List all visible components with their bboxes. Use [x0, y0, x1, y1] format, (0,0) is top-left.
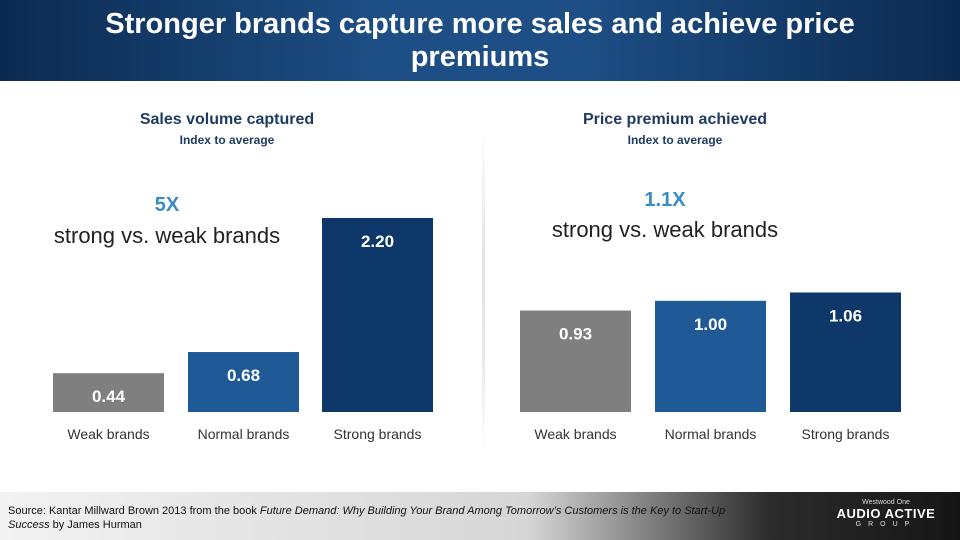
- right-data-label: 1.00: [694, 315, 727, 334]
- right-chart-subtitle: Index to average: [627, 133, 723, 147]
- right-bar-weak-brands: [520, 310, 631, 412]
- left-data-label: 2.20: [361, 232, 394, 251]
- right-data-label: 0.93: [559, 325, 592, 344]
- source-book-title: Future Demand: Why Building Your Brand A…: [8, 505, 726, 531]
- footer: Source: Kantar Millward Brown 2013 from …: [0, 492, 960, 540]
- left-chart-subtitle: Index to average: [179, 133, 275, 147]
- right-callout-text: strong vs. weak brands: [551, 217, 779, 242]
- title-banner: Stronger brands capture more sales and a…: [0, 0, 960, 81]
- logo-group-text: GROUP: [855, 521, 917, 528]
- right-chart-title: Price premium achieved: [582, 111, 768, 128]
- logo-main-text: AUDIO ACTIVE: [836, 506, 936, 521]
- right-category-label: Strong brands: [802, 426, 890, 442]
- right-callout-value: 1.1X: [644, 189, 686, 211]
- logo-top-text: Westwood One: [862, 499, 910, 506]
- bar-charts: 0.44 Weak brands 0.68 Normal brands 2.20 Stro…: [53, 217, 901, 442]
- left-category-label: Weak brands: [67, 426, 149, 442]
- left-category-label: Strong brands: [334, 426, 422, 442]
- left-data-label: 0.68: [227, 366, 260, 385]
- left-callout-value: 5X: [154, 194, 180, 216]
- source-prefix: Source: Kantar Millward Brown 2013 from …: [8, 505, 260, 517]
- right-bar-strong-brands: [790, 292, 901, 412]
- left-bar-weak-brands: [53, 373, 164, 412]
- panel-divider: [482, 130, 485, 450]
- left-callout-text: strong vs. weak brands: [53, 223, 281, 248]
- left-data-label: 0.44: [92, 387, 126, 406]
- left-category-label: Normal brands: [198, 426, 290, 442]
- right-bar-normal-brands: [655, 300, 766, 412]
- source-note: Source: Kantar Millward Brown 2013 from …: [8, 504, 748, 532]
- source-suffix: by James Hurman: [49, 519, 142, 531]
- right-data-label: 1.06: [829, 306, 862, 325]
- right-category-label: Weak brands: [534, 426, 616, 442]
- audio-active-logo: Westwood One AUDIO ACTIVE GROUP: [826, 499, 946, 528]
- left-bar-normal-brands: [188, 352, 299, 412]
- left-chart-title: Sales volume captured: [139, 111, 315, 128]
- right-category-label: Normal brands: [665, 426, 757, 442]
- left-bar-strong-brands: [322, 217, 433, 412]
- page-title: Stronger brands capture more sales and a…: [105, 7, 855, 73]
